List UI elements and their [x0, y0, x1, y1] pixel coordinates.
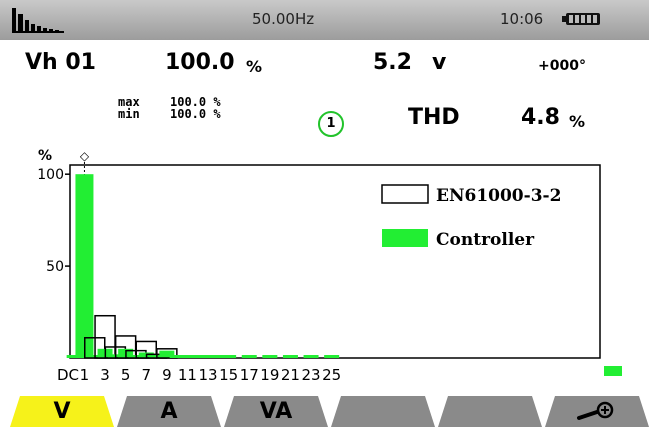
thd-value: 4.8: [521, 105, 560, 130]
x-tick-label: 1: [80, 366, 90, 384]
harmonic-percent-unit: %: [246, 57, 263, 76]
battery-icon: [562, 13, 600, 25]
frequency-readout: 50.00Hz: [252, 10, 315, 28]
controller-bar-23: [303, 355, 319, 358]
limit-bar-9: [156, 348, 178, 359]
x-tick-label: 3: [100, 366, 110, 384]
max-value: 100.0 %: [170, 95, 221, 109]
x-tick-label: 9: [162, 366, 172, 384]
harmonic-voltage-value: 5.2: [373, 50, 412, 75]
y-tick-label: 50: [46, 259, 64, 275]
controller-bar-10: [169, 355, 185, 358]
harmonic-phase-angle: +000°: [538, 58, 586, 74]
legend-swatch-controller: [382, 229, 428, 247]
softkey-va[interactable]: VA: [224, 396, 328, 427]
x-tick-label: 15: [219, 366, 238, 384]
softkey-zoom[interactable]: [545, 396, 649, 427]
selected-harmonic-marker: ◇: [80, 149, 90, 163]
harmonic-percent-value: 100.0: [165, 50, 235, 75]
controller-bar-13: [200, 355, 216, 358]
thd-label: THD: [408, 105, 460, 130]
thd-unit: %: [569, 112, 586, 131]
x-tick-label: 25: [322, 366, 341, 384]
y-tick-label: 100: [37, 167, 64, 183]
scroll-indicator: [604, 366, 622, 376]
max-label: max: [118, 95, 140, 109]
x-tick-label: 5: [121, 366, 131, 384]
controller-bar-12: [190, 355, 206, 358]
legend-swatch-limit: [381, 184, 429, 204]
controller-bar-19: [262, 355, 278, 358]
controller-bar-14: [210, 355, 226, 358]
status-bar: 50.00Hz 10:06: [0, 0, 649, 40]
softkey-v[interactable]: V: [10, 396, 114, 427]
clock: 10:06: [500, 10, 544, 28]
softkey-bar: V A VA: [0, 396, 649, 427]
harmonics-mode-icon: [12, 8, 64, 33]
harmonic-voltage-unit: v: [432, 50, 447, 75]
chart-bars: [66, 174, 340, 359]
chart-legend: EN61000-3-2 Controller: [381, 184, 561, 250]
controller-bar-25: [324, 355, 340, 358]
x-tick-label: 17: [240, 366, 259, 384]
controller-bar-1: [75, 174, 94, 358]
softkey-empty-4[interactable]: [438, 396, 542, 427]
x-tick-label: 11: [178, 366, 197, 384]
zoom-in-icon: [577, 401, 614, 420]
softkey-a[interactable]: A: [117, 396, 221, 427]
controller-bar-17: [241, 355, 257, 358]
x-tick-label: 7: [141, 366, 151, 384]
controller-bar-15: [221, 355, 237, 358]
controller-bar-21: [282, 355, 298, 358]
x-tick-label: 23: [302, 366, 321, 384]
legend-label-limit: EN61000-3-2: [436, 186, 561, 206]
y-axis-label: %: [38, 148, 52, 164]
controller-bar-DC: [66, 355, 82, 358]
controller-bar-11: [179, 355, 195, 358]
x-tick-label: DC: [57, 366, 79, 384]
phase-number-badge: 1: [318, 111, 344, 137]
x-tick-label: 13: [199, 366, 218, 384]
min-value: 100.0 %: [170, 107, 221, 121]
min-label: min: [118, 107, 140, 121]
controller-bar-9: [159, 350, 175, 358]
softkey-empty-3[interactable]: [331, 396, 435, 427]
legend-label-controller: Controller: [436, 230, 535, 250]
harmonic-order: Vh 01: [25, 50, 96, 75]
x-tick-label: 21: [281, 366, 300, 384]
x-tick-label: 19: [260, 366, 279, 384]
